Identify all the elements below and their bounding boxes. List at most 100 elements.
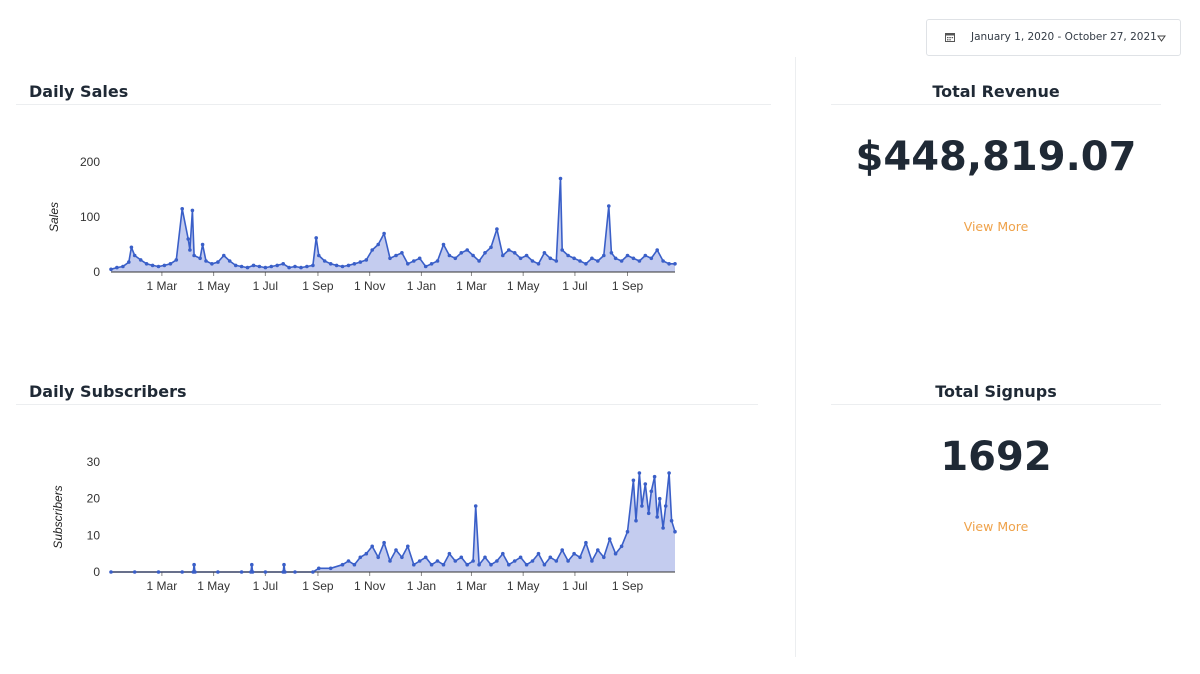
signups-view-more-link[interactable]: View More — [963, 519, 1029, 534]
data-point — [346, 559, 351, 563]
data-point — [239, 264, 244, 269]
x-tick-label: 1 Sep — [612, 279, 644, 293]
data-point — [669, 518, 674, 523]
data-point — [174, 258, 179, 262]
data-point — [388, 256, 392, 261]
total-signups-title: Total Signups — [935, 382, 1057, 401]
data-point — [138, 258, 143, 262]
data-point — [314, 236, 319, 240]
data-point — [358, 555, 363, 560]
daily-sales-title: Daily Sales — [29, 82, 129, 101]
date-range-picker[interactable]: January 1, 2020 - October 27, 2021 — [926, 19, 1181, 56]
y-tick-label: 0 — [93, 565, 100, 579]
data-point — [429, 562, 434, 567]
data-point — [188, 248, 192, 252]
data-point — [334, 263, 339, 268]
data-point — [447, 551, 452, 556]
data-point — [435, 259, 440, 263]
data-point — [198, 256, 202, 261]
data-point — [269, 264, 274, 269]
data-point — [222, 253, 226, 258]
data-point — [364, 258, 369, 262]
data-point — [233, 263, 238, 268]
data-point — [311, 570, 315, 574]
data-point — [150, 263, 155, 268]
data-point — [400, 251, 404, 255]
calendar-icon — [945, 33, 955, 42]
data-point — [190, 208, 195, 213]
data-point — [584, 262, 588, 266]
data-point — [619, 259, 624, 263]
data-point — [435, 559, 440, 563]
data-point — [200, 242, 205, 247]
data-point — [394, 253, 398, 258]
total-revenue-rule — [831, 104, 1161, 105]
data-point — [572, 256, 576, 261]
data-point — [423, 555, 428, 560]
x-tick-label: 1 Sep — [302, 579, 334, 593]
data-point — [558, 176, 563, 181]
y-axis-label: Subscribers — [51, 485, 65, 548]
data-point — [524, 562, 529, 567]
data-point — [340, 562, 345, 567]
data-point — [417, 256, 422, 261]
data-point — [293, 570, 297, 574]
x-tick-label: 1 Nov — [354, 279, 385, 293]
data-point — [263, 570, 268, 574]
data-point — [657, 496, 662, 501]
series-area — [111, 473, 675, 572]
data-point — [643, 253, 648, 258]
data-point — [590, 559, 594, 563]
y-tick-label: 0 — [93, 265, 100, 279]
data-point — [216, 570, 220, 574]
data-point — [560, 248, 564, 252]
data-point — [168, 262, 173, 266]
data-point — [667, 471, 671, 475]
data-point — [495, 227, 499, 231]
data-point — [376, 555, 381, 560]
data-point — [477, 259, 481, 263]
data-point — [287, 265, 291, 270]
y-tick-label: 100 — [80, 210, 100, 224]
data-point — [602, 253, 606, 258]
daily-sales-chart: 0 100 200 Sales 1 Mar 1 May 1 Jul 1 Sep 1 Nov 1 J… — [47, 155, 677, 293]
data-point — [282, 562, 286, 567]
data-point — [109, 267, 113, 272]
data-point — [631, 256, 636, 261]
data-point — [441, 242, 446, 247]
data-point — [649, 256, 654, 261]
data-point — [162, 263, 167, 268]
data-point — [340, 264, 345, 269]
data-point — [121, 264, 125, 269]
x-tick-label: 1 May — [197, 279, 230, 293]
data-point — [673, 529, 677, 534]
data-point — [382, 231, 386, 236]
data-point — [352, 562, 357, 567]
x-tick-label: 1 May — [507, 579, 540, 593]
x-tick-label: 1 May — [507, 279, 540, 293]
data-point — [192, 562, 196, 567]
data-point — [216, 260, 220, 264]
data-point — [441, 562, 446, 567]
data-point — [483, 555, 487, 560]
daily-subscribers-title: Daily Subscribers — [29, 382, 187, 401]
y-tick-label: 20 — [87, 492, 101, 506]
y-tick-label: 10 — [87, 528, 101, 542]
data-point — [667, 262, 671, 266]
data-point — [643, 482, 648, 486]
revenue-view-more-link[interactable]: View More — [963, 219, 1029, 234]
data-point — [376, 242, 381, 247]
data-point — [631, 478, 636, 483]
data-point — [388, 559, 392, 563]
x-tick-label: 1 Jan — [407, 579, 436, 593]
data-point — [661, 259, 665, 263]
data-point — [293, 264, 297, 269]
data-point — [646, 511, 651, 516]
data-point — [132, 570, 137, 574]
data-point — [518, 555, 523, 560]
data-point — [652, 474, 657, 479]
data-point — [471, 253, 475, 258]
data-point — [210, 262, 214, 266]
data-point — [613, 551, 618, 556]
x-tick-label: 1 Mar — [456, 579, 487, 593]
